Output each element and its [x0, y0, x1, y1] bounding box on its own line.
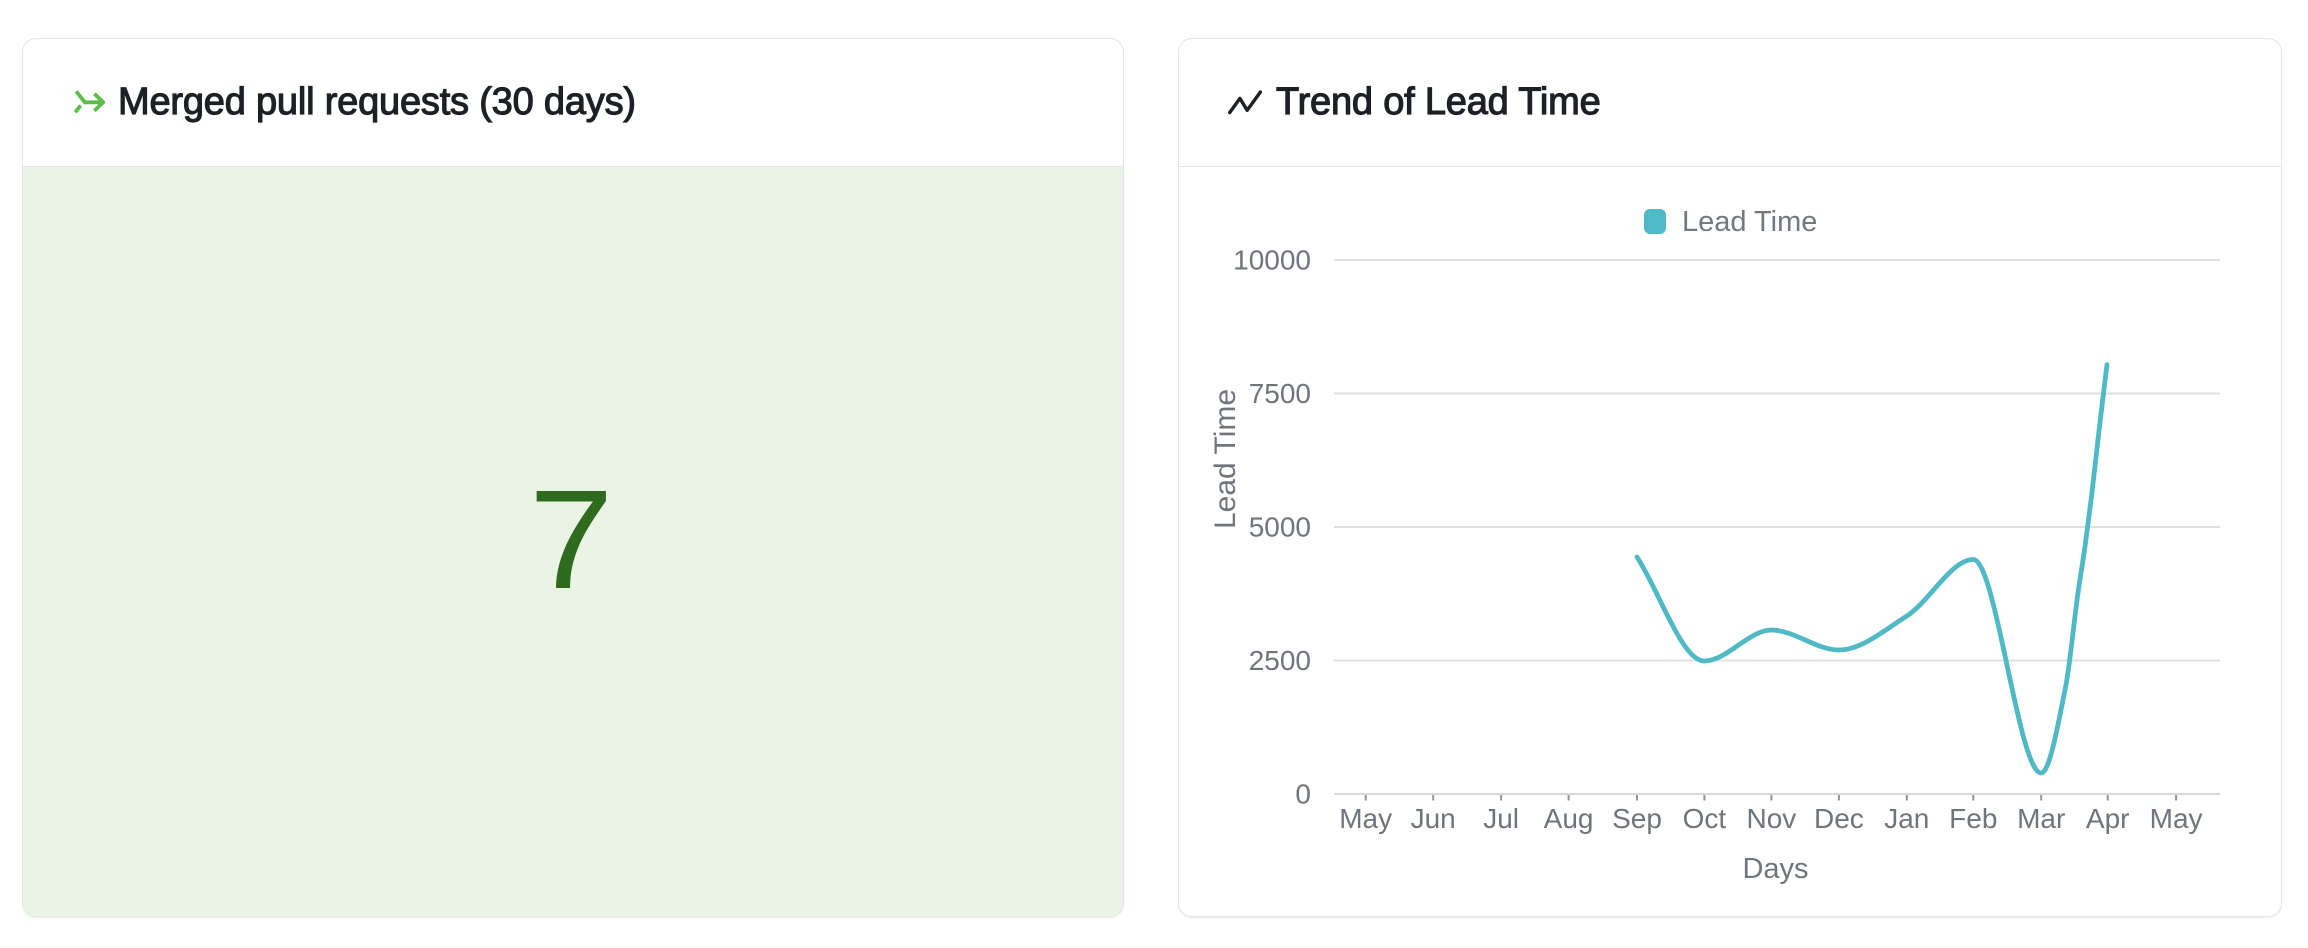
- svg-text:Sep: Sep: [1612, 803, 1662, 834]
- svg-text:Oct: Oct: [1683, 803, 1727, 834]
- svg-text:Aug: Aug: [1544, 803, 1594, 834]
- svg-text:Jul: Jul: [1483, 803, 1519, 834]
- svg-text:7500: 7500: [1249, 378, 1311, 409]
- svg-text:5000: 5000: [1249, 512, 1311, 543]
- svg-text:Lead Time: Lead Time: [1209, 389, 1242, 529]
- svg-text:10000: 10000: [1233, 245, 1311, 276]
- svg-text:Jun: Jun: [1411, 803, 1456, 834]
- svg-text:0: 0: [1295, 779, 1311, 810]
- svg-text:Apr: Apr: [2086, 803, 2130, 834]
- svg-text:May: May: [2150, 803, 2203, 834]
- svg-text:Feb: Feb: [1949, 803, 1997, 834]
- svg-text:Dec: Dec: [1814, 803, 1864, 834]
- svg-text:Jan: Jan: [1884, 803, 1929, 834]
- svg-text:Mar: Mar: [2017, 803, 2065, 834]
- svg-text:Lead Time: Lead Time: [1682, 206, 1817, 238]
- svg-text:Days: Days: [1742, 853, 1808, 885]
- svg-text:Nov: Nov: [1747, 803, 1797, 834]
- svg-text:2500: 2500: [1249, 645, 1311, 676]
- svg-text:May: May: [1339, 803, 1392, 834]
